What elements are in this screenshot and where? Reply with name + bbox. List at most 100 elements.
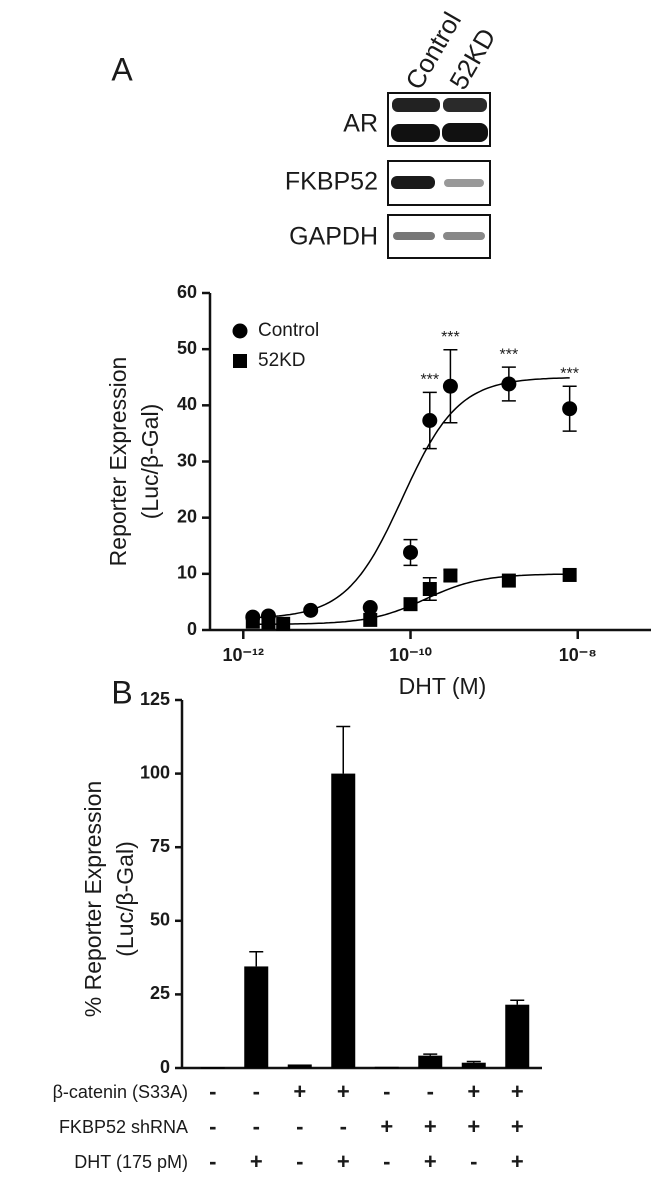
y-tick-label: 50 [150,910,170,930]
x-axis-label: DHT (M) [399,673,487,699]
significance: *** [500,346,519,363]
panel-label: A [111,51,133,87]
legend-marker [232,323,248,339]
condition-sign: + [293,1079,306,1104]
bar [244,966,269,1068]
y-tick-label: 40 [177,394,197,414]
marker [562,401,578,417]
y-tick-label: 10 [177,563,197,583]
bar [374,1066,399,1069]
y-tick-label: 75 [150,836,170,856]
marker [422,412,438,428]
x-tick-label: 10⁻¹² [223,645,265,665]
y-tick-label: 0 [187,619,197,639]
band [393,232,435,240]
blot-row-label: FKBP52 [285,168,378,196]
condition-sign: + [467,1079,480,1104]
condition-label: β-catenin (S33A) [53,1082,188,1102]
error-bar [510,999,525,1005]
western-blot: Control 52KD AR FKBP52 GAPDH [285,7,502,259]
marker [363,612,378,627]
condition-sign: + [511,1079,524,1104]
error-bar [336,725,351,774]
x-tick-label: 10⁻¹⁰ [389,645,432,665]
marker [501,376,517,392]
bar [287,1064,312,1068]
band [391,176,435,189]
marker [303,602,319,618]
condition-sign: + [337,1149,350,1174]
y-tick-label: 50 [177,338,197,358]
marker [403,597,418,612]
y-axis-label: Reporter Expression [105,357,131,567]
significance: *** [560,365,579,382]
fit-curve [252,377,570,619]
error-bar [249,950,264,967]
y-tick-label: 100 [140,762,170,782]
condition-sign: + [511,1149,524,1174]
condition-sign: - [340,1114,347,1139]
condition-sign: - [209,1114,216,1139]
condition-label: FKBP52 shRNA [59,1117,188,1137]
condition-sign: + [467,1114,480,1139]
condition-sign: + [424,1114,437,1139]
band [391,124,440,142]
band [444,179,484,187]
marker [245,614,260,629]
band [392,98,440,112]
legend-marker [233,354,247,368]
y-tick-label: 0 [160,1057,170,1077]
condition-sign: - [383,1149,390,1174]
bar [331,773,356,1068]
y-axis-label: % Reporter Expression [80,781,106,1018]
marker [276,616,291,631]
marker [501,573,516,588]
bar [200,1067,225,1069]
marker [422,581,437,596]
significance: *** [420,372,439,389]
legend-label: 52KD [258,350,306,371]
condition-sign: - [209,1079,216,1104]
condition-sign: - [427,1079,434,1104]
band [443,98,487,112]
band [443,232,485,240]
y-axis-label: (Luc/β-Gal) [137,404,163,519]
condition-sign: - [296,1149,303,1174]
condition-sign: - [253,1114,260,1139]
marker [443,568,458,583]
condition-label: DHT (175 pM) [74,1152,188,1172]
condition-sign: - [383,1079,390,1104]
error-bar [466,1060,481,1063]
bar [418,1055,443,1068]
bar [505,1004,530,1068]
condition-sign: - [253,1079,260,1104]
y-tick-label: 30 [177,450,197,470]
condition-sign: + [511,1114,524,1139]
y-tick-label: 20 [177,506,197,526]
condition-sign: + [250,1149,263,1174]
x-tick-label: 10⁻⁸ [559,645,597,665]
legend-label: Control [258,320,319,341]
y-tick-label: 60 [177,282,197,302]
marker [362,600,378,616]
bar [461,1062,486,1068]
marker [403,544,419,560]
y-tick-label: 25 [150,983,170,1003]
blot-row-label: GAPDH [289,223,378,251]
blot-row-label: AR [343,110,378,138]
marker [562,567,577,582]
condition-sign: - [470,1149,477,1174]
y-tick-label: 125 [140,689,170,709]
condition-sign: + [424,1149,437,1174]
condition-sign: - [296,1114,303,1139]
marker [261,615,276,630]
significance: *** [441,329,460,346]
error-bar [423,1053,438,1056]
condition-sign: - [209,1149,216,1174]
marker [442,378,458,394]
condition-sign: + [380,1114,393,1139]
condition-sign: + [337,1079,350,1104]
y-axis-label: (Luc/β-Gal) [112,841,138,956]
panel-label: B [111,674,132,710]
